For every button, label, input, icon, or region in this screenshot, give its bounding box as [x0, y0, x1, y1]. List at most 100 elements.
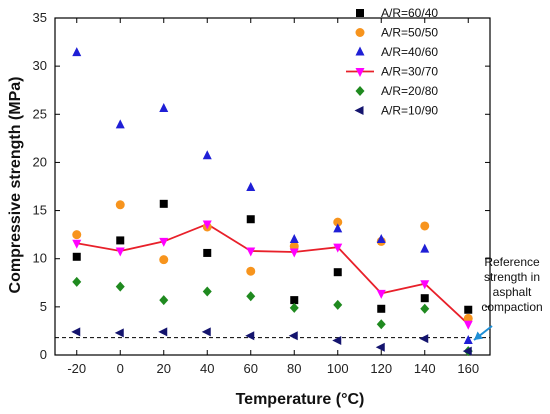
series-points — [71, 47, 473, 357]
data-point — [333, 223, 343, 233]
data-point — [72, 47, 82, 57]
legend-label: A/R=20/80 — [381, 84, 438, 98]
data-point — [377, 304, 386, 313]
x-axis-title: Temperature (°C) — [236, 391, 365, 408]
data-point — [289, 302, 299, 313]
data-point — [288, 331, 298, 341]
data-point — [419, 334, 429, 344]
x-tick-label: 0 — [117, 361, 124, 376]
data-point — [72, 276, 82, 287]
data-point — [420, 294, 429, 303]
data-point — [159, 103, 169, 113]
y-axis-ticks: 0 5 10 15 20 25 30 35 — [33, 10, 490, 362]
y-tick-label: 5 — [40, 299, 47, 314]
annotation-text: strength in — [484, 270, 540, 284]
annotation-text: asphalt — [493, 285, 532, 299]
x-tick-label: 80 — [287, 361, 301, 376]
data-point — [376, 233, 386, 243]
data-point — [203, 248, 212, 257]
data-point — [72, 239, 82, 249]
data-point — [72, 252, 81, 261]
x-tick-label: 40 — [200, 361, 214, 376]
x-tick-label: 60 — [244, 361, 258, 376]
legend-marker — [355, 46, 365, 56]
series-line — [76, 223, 469, 325]
data-point — [246, 181, 256, 191]
data-point — [116, 236, 125, 245]
data-point — [463, 313, 473, 323]
data-point — [290, 296, 299, 305]
legend-entry: A/R=40/60 — [355, 45, 438, 59]
legend-marker — [355, 68, 365, 77]
y-axis-title: Compressive strength (MPa) — [7, 77, 24, 294]
data-point — [115, 119, 125, 129]
legend-marker — [355, 86, 365, 96]
data-point — [201, 327, 211, 337]
data-point — [420, 243, 430, 253]
data-point — [289, 241, 299, 251]
data-point — [375, 342, 385, 352]
y-tick-label: 0 — [40, 347, 47, 362]
data-point — [245, 331, 255, 341]
legend-entry: A/R=60/40 — [356, 6, 438, 20]
data-point — [246, 247, 256, 257]
data-point — [159, 295, 169, 306]
data-point — [332, 336, 342, 346]
data-point — [464, 305, 473, 314]
data-point — [420, 221, 430, 231]
data-point — [333, 268, 342, 277]
data-point — [333, 299, 343, 310]
data-point — [72, 230, 82, 240]
data-point — [71, 327, 81, 337]
y-tick-label: 15 — [33, 203, 47, 218]
legend-entry: A/R=30/70 — [346, 65, 438, 79]
y-tick-label: 35 — [33, 10, 47, 25]
legend-marker — [354, 106, 364, 115]
legend-label: A/R=30/70 — [381, 65, 438, 79]
data-point — [333, 243, 343, 253]
data-point — [289, 248, 299, 258]
data-point — [159, 199, 168, 208]
data-point — [114, 328, 124, 338]
legend-marker — [356, 9, 364, 17]
legend: A/R=60/40 A/R=50/50 A/R=40/60 A/R=30/70 A/R=… — [346, 6, 438, 118]
legend-entry: A/R=20/80 — [355, 84, 438, 98]
data-point — [333, 217, 343, 227]
legend-label: A/R=50/50 — [381, 26, 438, 40]
series-lines — [76, 223, 469, 325]
data-point — [376, 289, 386, 299]
legend-label: A/R=10/90 — [381, 104, 438, 118]
legend-entry: A/R=50/50 — [355, 26, 438, 40]
plot-frame — [54, 17, 491, 356]
annotation-text: compaction — [481, 300, 542, 314]
legend-label: A/R=40/60 — [381, 45, 438, 59]
x-tick-label: 160 — [457, 361, 479, 376]
data-point — [246, 266, 256, 276]
x-tick-label: 100 — [327, 361, 349, 376]
x-tick-label: 140 — [414, 361, 436, 376]
data-point — [115, 247, 125, 257]
plot-border — [54, 17, 491, 356]
data-point — [289, 233, 299, 243]
data-point — [158, 327, 168, 337]
annotation-arrowhead — [474, 331, 484, 340]
data-point — [115, 200, 125, 210]
y-tick-label: 10 — [33, 251, 47, 266]
data-point — [463, 335, 473, 345]
data-point — [159, 255, 169, 265]
y-tick-label: 30 — [33, 58, 47, 73]
annotation-text: Reference — [484, 255, 540, 269]
legend-entry: A/R=10/90 — [354, 104, 438, 118]
x-axis-ticks: -20 0 20 40 60 80 100 120 140 160 — [67, 18, 479, 376]
data-point — [420, 280, 430, 290]
y-tick-label: 25 — [33, 106, 47, 121]
data-point — [376, 319, 386, 330]
data-point — [115, 281, 125, 292]
data-point — [463, 320, 473, 330]
x-tick-label: -20 — [67, 361, 86, 376]
data-point — [202, 220, 212, 230]
data-point — [246, 215, 255, 224]
data-point — [202, 286, 212, 297]
